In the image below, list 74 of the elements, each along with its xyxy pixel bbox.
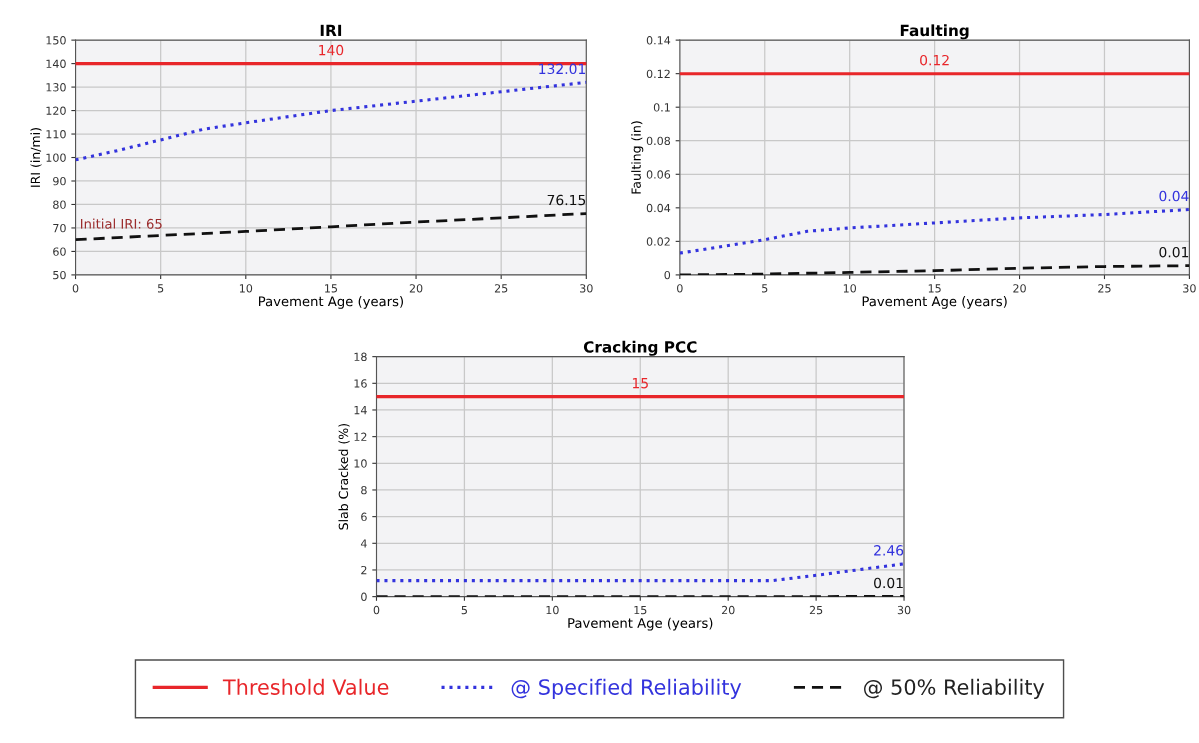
- y-tick-label: 0: [361, 592, 367, 602]
- y-tick-label: 6: [361, 512, 367, 522]
- chart-title: IRI: [320, 24, 342, 36]
- y-tick-label: 0.06: [646, 170, 671, 179]
- y-tick-label: 0.08: [646, 136, 671, 146]
- x-tick-label: 25: [494, 284, 508, 293]
- y-tick-label: 50: [53, 270, 66, 280]
- y-tick-label: 140: [46, 59, 66, 68]
- x-tick-label: 5: [157, 284, 164, 293]
- x-tick-label: 25: [809, 605, 823, 615]
- x-tick-label: 10: [239, 284, 253, 293]
- x-tick-label: 5: [461, 606, 467, 615]
- y-axis-title: Faulting (in): [631, 121, 644, 194]
- data-label: 2.46: [874, 545, 904, 556]
- x-tick-label: 15: [325, 284, 338, 293]
- line-series: [75, 80, 587, 162]
- chart-title: Faulting: [900, 24, 969, 40]
- y-tick-label: 120: [46, 106, 66, 115]
- y-tick-label: 8: [361, 485, 367, 495]
- chart-title: Cracking PCC: [583, 340, 697, 356]
- data-label: 140: [319, 44, 344, 56]
- data-label: 15: [632, 378, 648, 389]
- line-series: [75, 212, 587, 242]
- y-tick-label: 0.04: [646, 203, 671, 213]
- data-label: 132.01: [539, 63, 586, 75]
- y-tick-label: 0.1: [653, 103, 670, 112]
- y-tick-label: 0.14: [646, 36, 671, 45]
- legend-label: @ 50% Reliability: [864, 678, 1045, 699]
- y-tick-label: 0.12: [646, 69, 670, 79]
- x-tick-label: 10: [843, 284, 857, 293]
- y-tick-label: 4: [360, 539, 367, 548]
- x-tick-label: 5: [762, 284, 768, 293]
- x-tick-label: 20: [1013, 284, 1026, 293]
- data-label: 0.01: [1159, 246, 1189, 258]
- x-axis-title: Pavement Age (years): [259, 296, 403, 309]
- y-tick-label: 18: [354, 352, 367, 362]
- x-tick-label: 25: [1098, 284, 1111, 293]
- x-tick-label: 0: [677, 284, 683, 293]
- x-tick-label: 10: [546, 605, 559, 615]
- y-tick-label: 60: [53, 247, 66, 256]
- y-tick-label: 0.02: [646, 237, 670, 246]
- y-tick-label: 90: [53, 176, 66, 186]
- legend-label: @ Specified Reliability: [511, 678, 742, 699]
- y-axis-title: IRI (in/mi): [30, 128, 42, 187]
- y-tick-label: 2: [361, 565, 367, 575]
- data-label: 0.04: [1159, 190, 1189, 202]
- legend-label: Threshold Value: [222, 678, 389, 695]
- data-label: 76.15: [547, 194, 586, 206]
- y-tick-label: 130: [46, 83, 66, 92]
- x-axis-title: Pavement Age (years): [862, 296, 1007, 309]
- x-tick-label: 20: [721, 605, 735, 615]
- x-tick-label: 0: [373, 605, 380, 615]
- x-tick-label: 0: [72, 284, 79, 293]
- data-label: 0.12: [920, 54, 949, 66]
- y-tick-label: 70: [53, 223, 66, 233]
- x-tick-label: 30: [897, 605, 911, 615]
- x-tick-label: 30: [1183, 284, 1196, 293]
- y-tick-label: 100: [46, 153, 66, 162]
- y-tick-label: 10: [354, 459, 367, 468]
- y-tick-label: 80: [53, 200, 66, 209]
- y-tick-label: 110: [46, 130, 66, 139]
- y-tick-label: 12: [354, 432, 367, 441]
- y-tick-label: 150: [46, 36, 66, 45]
- y-tick-label: 14: [354, 406, 367, 415]
- annotation: Initial IRI: 65: [81, 218, 162, 229]
- x-axis-title: Pavement Age (years): [568, 617, 713, 631]
- x-tick-label: 15: [634, 606, 647, 615]
- y-axis-title: Slab Cracked (%): [338, 424, 350, 530]
- x-tick-label: 30: [580, 284, 593, 293]
- y-tick-label: 0: [664, 270, 671, 280]
- x-tick-label: 15: [928, 284, 941, 293]
- x-tick-label: 20: [409, 284, 423, 293]
- y-tick-label: 16: [354, 379, 367, 388]
- data-label: 0.01: [874, 577, 903, 589]
